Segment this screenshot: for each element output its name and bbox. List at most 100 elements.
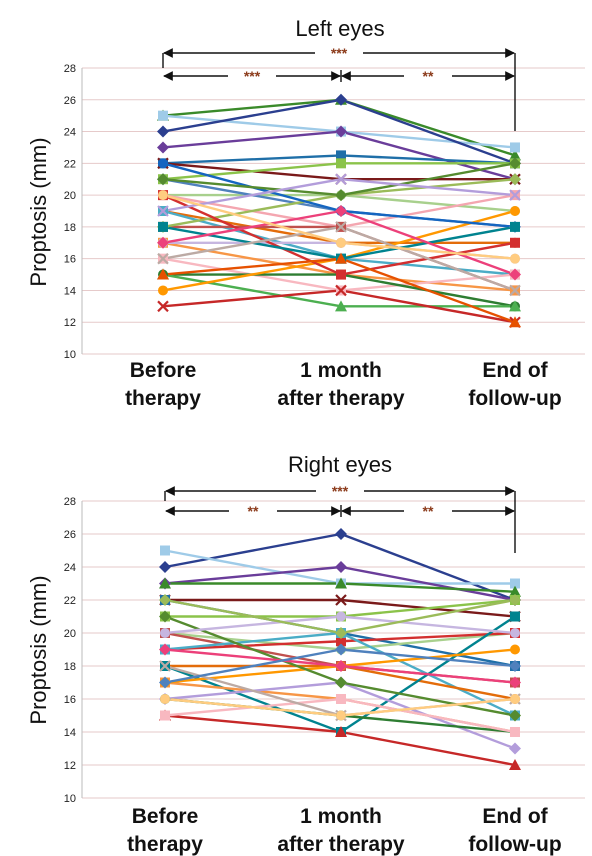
- data-point: [158, 285, 168, 296]
- right-eyes-chart: Right eyes Proptosis (mm) 10 12 14 16 18 20 22…: [26, 452, 585, 856]
- plot-area: 10 12 14 16 18 20 22 24 26 28 Before therapy 1 month…: [64, 45, 585, 410]
- x-tick-label: after therapy: [277, 387, 405, 410]
- data-point: [159, 594, 171, 606]
- data-point: [509, 268, 521, 281]
- data-point: [157, 300, 169, 313]
- data-point: [336, 269, 346, 280]
- data-point: [157, 205, 169, 217]
- x-tick-label: therapy: [125, 387, 201, 410]
- significance-label: **: [423, 503, 434, 519]
- data-point: [510, 578, 520, 589]
- y-tick-label: 22: [64, 595, 76, 607]
- x-tick-label: Before: [132, 805, 199, 828]
- data-point: [509, 149, 521, 161]
- left-eyes-chart: Left eyes Proptosis (mm) 10 12 14 16 18 20 22 2…: [26, 16, 585, 410]
- data-point: [509, 173, 521, 186]
- data-point: [336, 694, 346, 704]
- data-point: [157, 173, 169, 186]
- data-point: [160, 710, 170, 721]
- data-point: [336, 710, 346, 721]
- y-tick-label: 12: [64, 317, 76, 329]
- data-point: [157, 236, 169, 249]
- x-tick-label: follow-up: [468, 833, 561, 856]
- data-point: [335, 173, 347, 185]
- data-point: [335, 676, 347, 689]
- data-point: [510, 727, 520, 737]
- x-tick-label: 1 month: [300, 359, 382, 382]
- data-point: [159, 577, 171, 589]
- significance-label: ***: [244, 68, 261, 84]
- data-point: [335, 528, 347, 540]
- data-point: [335, 577, 347, 589]
- data-point: [335, 125, 347, 138]
- x-tick-label: End of: [482, 359, 548, 382]
- data-point: [335, 726, 347, 737]
- data-point: [159, 610, 171, 623]
- y-tick-label: 26: [64, 529, 76, 541]
- data-point: [509, 284, 521, 297]
- data-point: [510, 142, 520, 153]
- data-point: [509, 594, 521, 606]
- data-point: [335, 284, 347, 297]
- data-point: [158, 158, 168, 169]
- y-tick-label: 16: [64, 694, 76, 706]
- x-tick-label: End of: [482, 805, 548, 828]
- data-point: [335, 93, 347, 106]
- data-point: [510, 694, 520, 704]
- data-point: [335, 300, 347, 312]
- y-tick-label: 16: [64, 254, 76, 266]
- data-point: [158, 190, 168, 201]
- data-point: [160, 628, 170, 638]
- data-point: [157, 141, 169, 154]
- data-point: [158, 110, 168, 121]
- data-point: [509, 676, 521, 689]
- y-axis-label: Proptosis (mm): [26, 137, 51, 286]
- data-point: [160, 694, 170, 704]
- data-point: [510, 253, 520, 264]
- y-tick-label: 14: [64, 727, 76, 739]
- data-point: [159, 676, 171, 689]
- data-point: [336, 611, 346, 622]
- data-point: [335, 252, 347, 264]
- data-point: [509, 300, 521, 312]
- y-tick-label: 22: [64, 158, 76, 170]
- data-point: [335, 189, 347, 202]
- y-tick-label: 18: [64, 222, 76, 234]
- plot-area: 10 12 14 16 18 20 22 24 26 28 Before therapy 1 month…: [64, 483, 585, 856]
- y-tick-label: 28: [64, 496, 76, 508]
- data-point: [509, 742, 521, 755]
- y-tick-label: 26: [64, 95, 76, 107]
- data-point: [335, 221, 347, 233]
- data-point: [335, 660, 347, 672]
- y-tick-label: 20: [64, 190, 76, 202]
- data-point: [335, 561, 347, 573]
- data-point: [159, 561, 171, 573]
- y-tick-label: 10: [64, 793, 76, 805]
- data-point: [509, 316, 521, 328]
- data-point: [509, 709, 521, 722]
- y-tick-label: 12: [64, 760, 76, 772]
- data-point: [336, 158, 346, 169]
- data-point: [509, 189, 521, 201]
- x-tick-label: therapy: [127, 833, 203, 856]
- data-point: [157, 125, 169, 138]
- significance-label: **: [248, 503, 259, 519]
- chart-title: Right eyes: [288, 452, 392, 477]
- data-point: [159, 660, 171, 672]
- data-point: [160, 545, 170, 556]
- significance-label: ***: [331, 45, 348, 61]
- data-point: [510, 221, 520, 232]
- data-point: [157, 268, 169, 280]
- data-point: [509, 157, 521, 170]
- chart-title: Left eyes: [295, 16, 384, 41]
- y-tick-label: 24: [64, 562, 76, 574]
- y-tick-label: 20: [64, 628, 76, 640]
- data-point: [509, 759, 521, 770]
- data-point: [510, 611, 520, 622]
- data-point: [157, 252, 169, 265]
- x-tick-label: 1 month: [300, 805, 382, 828]
- data-point: [336, 237, 346, 248]
- y-tick-label: 10: [64, 349, 76, 361]
- data-point: [336, 636, 346, 647]
- data-point: [335, 627, 347, 639]
